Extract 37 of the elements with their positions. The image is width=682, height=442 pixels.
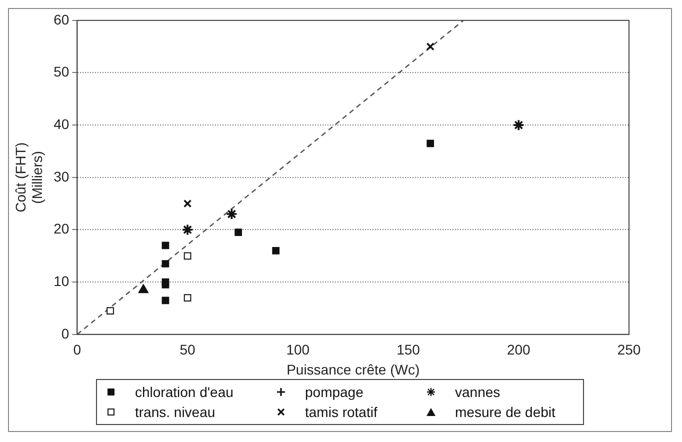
point xyxy=(184,252,192,260)
y-tick-label: 10 xyxy=(54,272,70,289)
point xyxy=(106,307,114,315)
y-axis-title: Coût (FHT) (Milliers) xyxy=(12,142,46,212)
legend-label: trans. niveau xyxy=(135,404,216,420)
point xyxy=(162,242,170,250)
point xyxy=(234,228,242,236)
point xyxy=(226,208,238,220)
x-tick-label: 150 xyxy=(396,342,420,358)
legend-label: vannes xyxy=(455,384,500,400)
y-tick-label: 40 xyxy=(54,116,70,132)
legend-label: chloration d'eau xyxy=(135,384,234,400)
x-tick-label: 250 xyxy=(617,342,641,358)
point xyxy=(272,246,280,254)
x-axis-title: Puissance crête (Wc) xyxy=(286,361,420,378)
point xyxy=(426,140,434,148)
x-tick-label: 0 xyxy=(73,342,82,358)
point xyxy=(162,281,170,288)
point xyxy=(138,284,148,294)
y-tick-label: 30 xyxy=(54,168,70,184)
point xyxy=(184,294,192,302)
x-tick-label: 100 xyxy=(286,342,310,358)
point xyxy=(183,199,192,208)
y-tick-label: 20 xyxy=(54,220,70,237)
x-tick-label: 50 xyxy=(180,342,196,358)
y-tick-label: 60 xyxy=(54,11,70,28)
x-tick-label: 200 xyxy=(506,342,531,358)
point xyxy=(426,42,434,51)
legend-label: mesure de debit xyxy=(455,404,556,420)
legend-label: pompage xyxy=(305,384,364,400)
y-tick-label: 50 xyxy=(54,64,70,80)
point xyxy=(182,224,194,236)
point xyxy=(162,260,170,268)
point xyxy=(512,119,525,131)
legend-label: tamis rotatif xyxy=(305,404,378,420)
point xyxy=(162,296,170,304)
y-tick-label: 0 xyxy=(61,325,70,342)
